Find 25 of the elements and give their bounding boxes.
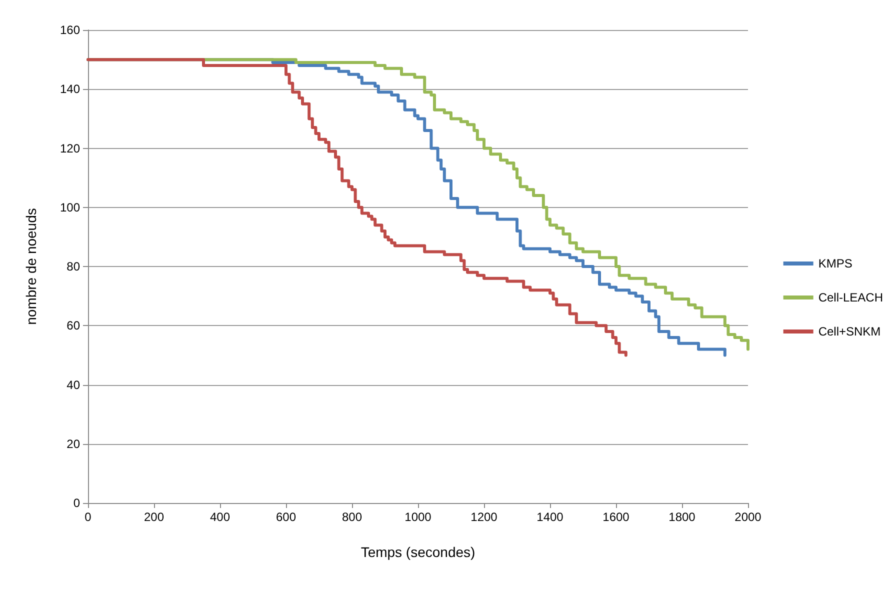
y-tick-label: 160 xyxy=(60,23,80,37)
x-tick-label: 1400 xyxy=(536,510,564,524)
y-tick-label: 100 xyxy=(60,200,80,214)
y-tick-label: 0 xyxy=(73,496,80,510)
legend-label: KMPS xyxy=(818,256,852,270)
y-tick-label: 20 xyxy=(66,436,80,451)
x-tick-label: 1600 xyxy=(602,510,630,524)
legend-label: Cell-LEACH xyxy=(818,290,884,304)
x-tick-label: 600 xyxy=(276,510,296,524)
legend-label: Cell+SNKM xyxy=(818,324,881,338)
x-axis-title: Temps (secondes) xyxy=(360,544,476,560)
x-tick-label: 0 xyxy=(84,510,92,524)
y-tick-label: 40 xyxy=(66,378,80,392)
x-tick-label: 400 xyxy=(210,510,230,524)
x-tick-label: 1000 xyxy=(404,510,432,524)
y-tick-label: 60 xyxy=(66,318,80,333)
x-tick-label: 1200 xyxy=(470,510,498,524)
y-tick-label: 80 xyxy=(66,260,80,274)
y-tick-label: 140 xyxy=(60,82,80,96)
x-tick-label: 2000 xyxy=(734,510,762,524)
x-tick-label: 1800 xyxy=(668,510,696,524)
x-tick-label: 200 xyxy=(144,510,164,524)
x-tick-label: 800 xyxy=(342,510,362,524)
y-tick-label: 120 xyxy=(60,141,80,156)
y-axis-title: nombre de noeuds xyxy=(23,208,39,325)
